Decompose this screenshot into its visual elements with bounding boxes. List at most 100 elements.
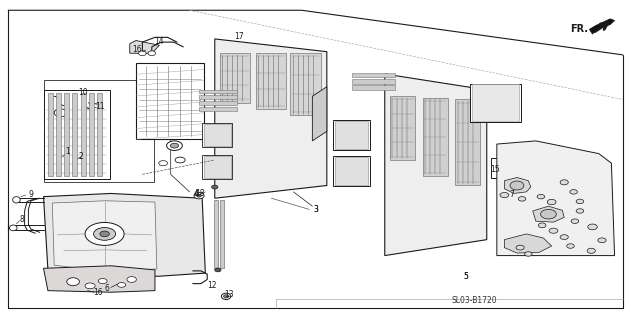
Polygon shape — [130, 41, 160, 53]
Ellipse shape — [139, 51, 146, 56]
Ellipse shape — [500, 193, 509, 197]
Bar — [47, 93, 52, 176]
Bar — [199, 95, 237, 99]
Polygon shape — [497, 141, 615, 256]
Ellipse shape — [588, 224, 598, 230]
Bar — [352, 73, 395, 77]
Bar — [220, 53, 250, 103]
Ellipse shape — [560, 180, 569, 185]
Bar — [490, 158, 517, 178]
Text: 12: 12 — [207, 281, 216, 290]
Bar — [423, 98, 448, 176]
Polygon shape — [504, 178, 531, 194]
Ellipse shape — [127, 276, 136, 282]
Ellipse shape — [576, 209, 584, 213]
Ellipse shape — [223, 295, 228, 298]
Ellipse shape — [93, 228, 115, 240]
Text: FR.: FR. — [570, 24, 587, 34]
Polygon shape — [52, 201, 157, 271]
Ellipse shape — [571, 219, 579, 223]
Polygon shape — [504, 234, 551, 253]
Ellipse shape — [567, 244, 574, 248]
Bar — [213, 200, 218, 268]
Bar — [202, 123, 232, 147]
Bar — [81, 93, 86, 176]
Text: 16: 16 — [133, 44, 142, 54]
Polygon shape — [589, 19, 615, 34]
Ellipse shape — [170, 143, 179, 148]
Text: 5: 5 — [463, 272, 468, 281]
Text: SL03-B1720: SL03-B1720 — [451, 296, 497, 305]
Bar — [73, 93, 78, 176]
Bar — [199, 107, 237, 111]
Text: 6: 6 — [104, 284, 109, 292]
Bar — [204, 156, 230, 178]
Text: 11: 11 — [95, 102, 105, 111]
Ellipse shape — [85, 222, 124, 245]
Text: 3: 3 — [313, 205, 318, 214]
Ellipse shape — [547, 199, 556, 205]
Ellipse shape — [167, 141, 182, 150]
Ellipse shape — [510, 181, 524, 190]
Bar — [290, 53, 321, 116]
Ellipse shape — [560, 235, 569, 239]
Polygon shape — [312, 87, 327, 141]
Ellipse shape — [587, 248, 596, 253]
Bar — [469, 84, 521, 122]
Ellipse shape — [98, 278, 107, 284]
Ellipse shape — [148, 51, 156, 56]
Text: 4: 4 — [194, 190, 198, 199]
Ellipse shape — [221, 293, 231, 300]
Text: 9: 9 — [28, 190, 33, 199]
Ellipse shape — [211, 185, 218, 189]
Bar — [335, 121, 368, 149]
Bar — [471, 84, 519, 121]
Bar — [204, 124, 230, 146]
Ellipse shape — [85, 283, 95, 289]
Bar — [202, 155, 232, 179]
Bar — [97, 93, 102, 176]
Ellipse shape — [9, 225, 17, 231]
Bar — [390, 96, 415, 160]
Bar — [44, 90, 110, 179]
Text: 8: 8 — [20, 215, 25, 224]
Text: 4: 4 — [194, 189, 198, 198]
Ellipse shape — [159, 161, 168, 166]
Ellipse shape — [570, 190, 577, 194]
Ellipse shape — [67, 278, 80, 286]
Ellipse shape — [194, 193, 204, 199]
Text: 1: 1 — [66, 147, 71, 156]
Ellipse shape — [215, 268, 221, 272]
Ellipse shape — [197, 194, 201, 197]
Text: 3: 3 — [313, 205, 318, 214]
Ellipse shape — [100, 231, 109, 237]
Polygon shape — [385, 74, 487, 256]
Ellipse shape — [117, 283, 126, 287]
Ellipse shape — [538, 223, 546, 228]
Bar — [136, 63, 204, 139]
Text: 7: 7 — [509, 189, 514, 199]
Bar — [44, 80, 154, 182]
Text: 10: 10 — [78, 88, 87, 97]
Text: 15: 15 — [490, 165, 500, 174]
Text: 5: 5 — [463, 272, 468, 281]
Polygon shape — [215, 39, 327, 198]
Bar — [333, 156, 370, 186]
Ellipse shape — [549, 228, 558, 233]
Text: 16: 16 — [93, 288, 103, 297]
Bar — [256, 53, 286, 109]
Ellipse shape — [524, 252, 532, 256]
Ellipse shape — [541, 209, 557, 219]
Bar — [199, 90, 237, 93]
Polygon shape — [533, 206, 564, 222]
Bar — [335, 157, 368, 185]
Text: 17: 17 — [234, 32, 244, 41]
Bar — [64, 93, 69, 176]
Ellipse shape — [516, 245, 524, 250]
Text: 13: 13 — [224, 290, 233, 299]
Ellipse shape — [13, 197, 20, 203]
Bar — [220, 200, 224, 268]
Text: 2: 2 — [79, 152, 84, 161]
Ellipse shape — [175, 157, 185, 163]
Bar — [333, 120, 370, 150]
